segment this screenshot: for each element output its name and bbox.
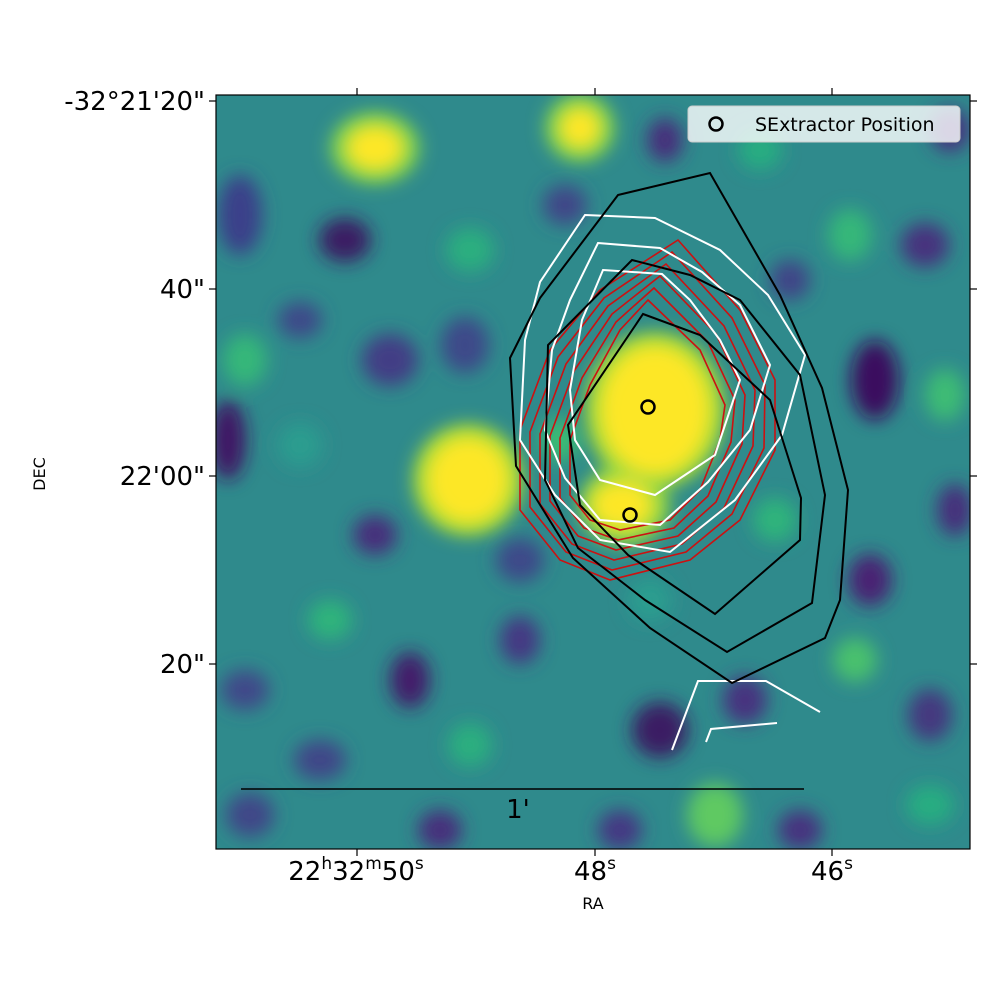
y-tick-label: 40" xyxy=(160,275,205,305)
scale-bar: 1' xyxy=(241,788,804,825)
scale-bar-label: 1' xyxy=(506,795,530,825)
y-axis-title: DEC xyxy=(30,457,49,491)
x-tick-labels: 22h32m50s 48s 46s xyxy=(288,854,853,887)
red-contours xyxy=(519,238,776,581)
legend: SExtractor Position xyxy=(687,105,961,143)
x-tick-label: 46s xyxy=(811,854,853,887)
tick-marks xyxy=(209,88,977,856)
sky-image xyxy=(216,95,970,849)
white-contours xyxy=(518,213,821,751)
sextractor-marker xyxy=(640,399,656,415)
y-tick-label: 22'00" xyxy=(120,462,205,492)
contours xyxy=(508,171,850,751)
x-tick-label: 48s xyxy=(574,854,616,887)
black-contours xyxy=(508,171,850,685)
legend-label: SExtractor Position xyxy=(755,114,935,136)
sextractor-marker xyxy=(622,507,638,523)
plot-frame xyxy=(215,94,971,850)
y-tick-labels: -32°21'20" 40" 22'00" 20" xyxy=(64,87,205,680)
sextractor-markers xyxy=(622,399,656,523)
y-tick-label: -32°21'20" xyxy=(64,87,205,117)
legend-marker-icon xyxy=(708,116,724,132)
x-axis-title: RA xyxy=(582,894,603,913)
y-tick-label: 20" xyxy=(160,650,205,680)
x-tick-label: 22h32m50s xyxy=(288,854,424,887)
